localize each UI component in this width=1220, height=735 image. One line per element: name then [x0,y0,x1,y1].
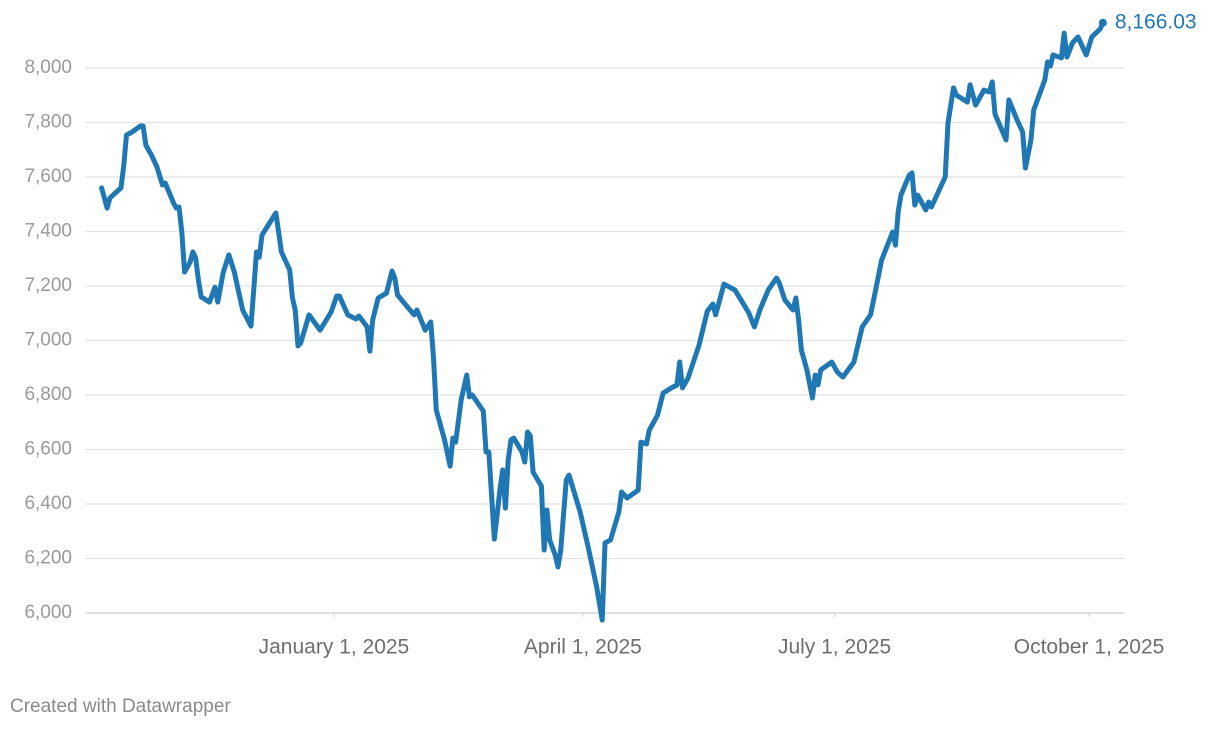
x-tick-label: July 1, 2025 [778,636,891,659]
credit: Created with Datawrapper [10,696,231,717]
y-tick-label: 7,600 [24,166,72,187]
y-tick-label: 7,400 [24,221,72,242]
y-tick-label: 6,200 [24,548,72,569]
y-tick-label: 6,600 [24,439,72,460]
y-tick-label: 6,800 [24,384,72,405]
value-label: 8,166.03 [1115,10,1197,33]
end-point [1098,18,1107,27]
y-tick-label: 8,000 [24,57,72,78]
x-tick-label: January 1, 2025 [259,636,410,659]
y-tick-label: 7,200 [24,275,72,296]
line [99,20,1106,623]
y-tick-label: 6,000 [24,602,72,623]
x-tick-label: April 1, 2025 [524,636,642,659]
y-tick-label: 6,400 [24,493,72,514]
y-tick-label: 7,000 [24,330,72,351]
x-tick-label: October 1, 2025 [1014,636,1165,659]
y-tick-label: 7,800 [24,112,72,133]
grid [85,67,1125,614]
